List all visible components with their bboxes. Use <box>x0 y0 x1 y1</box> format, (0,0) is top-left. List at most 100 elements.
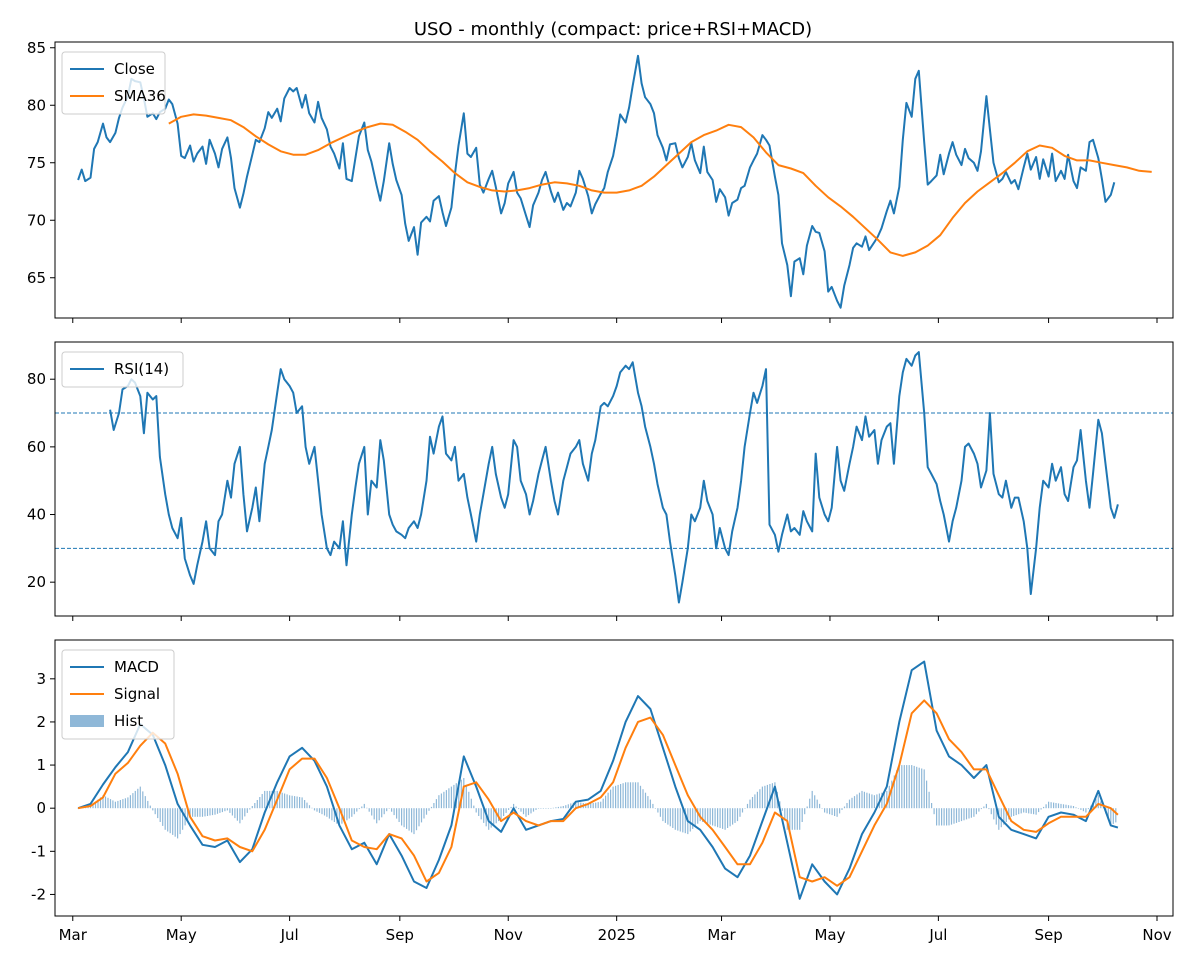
x-tick-label: Nov <box>1142 926 1171 944</box>
hist-bar <box>873 795 875 809</box>
hist-bar <box>784 808 786 821</box>
hist-bar <box>480 808 482 820</box>
hist-bar <box>1020 808 1022 814</box>
hist-bar <box>540 808 542 809</box>
hist-bar <box>948 808 950 826</box>
hist-bar <box>94 801 97 809</box>
hist-bar <box>570 803 572 809</box>
hist-bar <box>356 808 358 812</box>
hist-bar <box>353 808 355 815</box>
hist-bar <box>1065 804 1067 809</box>
hist-bar <box>112 800 114 809</box>
price-y-tick-label: 75 <box>27 154 46 172</box>
hist-bar <box>174 808 176 837</box>
legend-label: Close <box>114 60 155 78</box>
hist-bar <box>246 808 248 813</box>
hist-bar <box>201 808 204 817</box>
hist-bar <box>139 786 141 809</box>
hist-bar <box>152 808 154 811</box>
hist-bar <box>204 808 206 817</box>
hist-bar <box>916 766 918 809</box>
hist-bar <box>169 808 171 834</box>
hist-bar <box>587 803 589 809</box>
hist-bar <box>338 808 340 826</box>
hist-bar <box>234 808 236 819</box>
hist-bar <box>443 791 445 809</box>
hist-bar <box>560 806 562 809</box>
x-tick-label: Mar <box>59 926 88 944</box>
hist-bar <box>677 808 679 831</box>
hist-bar <box>301 797 303 809</box>
hist-bar <box>970 808 972 818</box>
hist-bar <box>453 784 455 809</box>
hist-bar <box>806 806 808 809</box>
hist-bar <box>296 796 298 809</box>
hist-bar <box>654 808 656 809</box>
hist-bar <box>851 797 853 809</box>
hist-bar <box>435 799 437 809</box>
hist-bar <box>998 808 1000 830</box>
hist-bar <box>647 796 649 809</box>
hist-bar <box>841 808 843 810</box>
rsi-plot-area <box>55 351 1173 604</box>
hist-bar <box>221 808 223 813</box>
hist-bar <box>391 808 393 812</box>
hist-bar <box>627 782 629 809</box>
hist-bar <box>144 796 146 809</box>
hist-bar <box>368 808 370 812</box>
hist-bar <box>975 808 977 815</box>
hist-bar <box>1010 808 1012 817</box>
hist-bar <box>866 792 868 809</box>
hist-bar <box>595 802 597 809</box>
price-y-tick-label: 65 <box>27 269 46 287</box>
rsi-legend <box>61 351 184 388</box>
x-tick-label: Jul <box>280 926 299 944</box>
hist-bar <box>358 808 360 810</box>
hist-bar <box>154 808 156 815</box>
hist-bar <box>565 805 567 809</box>
hist-bar <box>724 808 726 830</box>
hist-bar <box>781 808 783 811</box>
hist-bar <box>714 808 716 827</box>
hist-bar <box>610 789 612 809</box>
hist-bar <box>1080 808 1082 810</box>
hist-bar <box>535 808 537 810</box>
hist-bar <box>530 808 532 814</box>
hist-bar <box>931 803 933 809</box>
hist-bar <box>363 803 365 809</box>
hist-bar <box>786 808 788 830</box>
hist-bar <box>672 808 674 828</box>
hist-bar <box>547 808 549 809</box>
hist-bar <box>863 791 865 809</box>
hist-bar <box>306 802 308 809</box>
hist-bar <box>254 803 256 809</box>
hist-bar <box>719 808 721 828</box>
hist-bar <box>117 800 119 809</box>
hist-bar <box>744 808 746 809</box>
hist-bar <box>936 808 938 826</box>
hist-bar <box>1077 808 1079 809</box>
hist-bar <box>1025 808 1027 813</box>
hist-bar <box>109 799 112 809</box>
hist-bar <box>689 808 691 832</box>
hist-bar <box>418 808 420 827</box>
hist-bar <box>923 769 925 809</box>
hist-bar <box>868 793 870 809</box>
hist-bar <box>119 800 121 809</box>
hist-bar <box>433 803 435 809</box>
hist-bar <box>694 808 696 827</box>
hist-bar <box>995 808 997 825</box>
hist-bar <box>749 799 751 809</box>
hist-bar <box>425 808 428 815</box>
hist-bar <box>933 808 935 815</box>
hist-bar <box>625 782 627 809</box>
hist-bar <box>893 775 895 809</box>
chart-title: USO - monthly (compact: price+RSI+MACD) <box>414 19 812 40</box>
hist-bar <box>313 808 316 811</box>
hist-bar <box>831 808 833 816</box>
hist-bar <box>162 808 164 826</box>
hist-bar <box>513 803 515 809</box>
hist-bar <box>505 808 507 813</box>
hist-bar <box>953 808 955 824</box>
hist-bar <box>1015 808 1017 816</box>
